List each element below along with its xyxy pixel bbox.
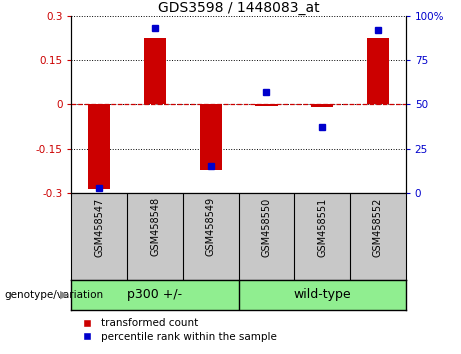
Text: wild-type: wild-type [293,288,351,301]
Text: GSM458550: GSM458550 [261,197,272,257]
Bar [255,104,278,106]
Text: p300 +/-: p300 +/- [127,288,183,301]
Bar [200,104,222,170]
Bar [311,104,333,107]
Text: GSM458549: GSM458549 [206,197,216,256]
Legend: transformed count, percentile rank within the sample: transformed count, percentile rank withi… [77,319,277,342]
Text: ▶: ▶ [60,290,68,300]
Bar [144,38,166,104]
Text: genotype/variation: genotype/variation [5,290,104,300]
Bar [88,104,111,188]
Title: GDS3598 / 1448083_at: GDS3598 / 1448083_at [158,1,319,15]
Bar [366,38,389,104]
Text: GSM458548: GSM458548 [150,197,160,256]
Text: GSM458551: GSM458551 [317,197,327,257]
Text: GSM458552: GSM458552 [373,197,383,257]
Text: GSM458547: GSM458547 [95,197,104,257]
